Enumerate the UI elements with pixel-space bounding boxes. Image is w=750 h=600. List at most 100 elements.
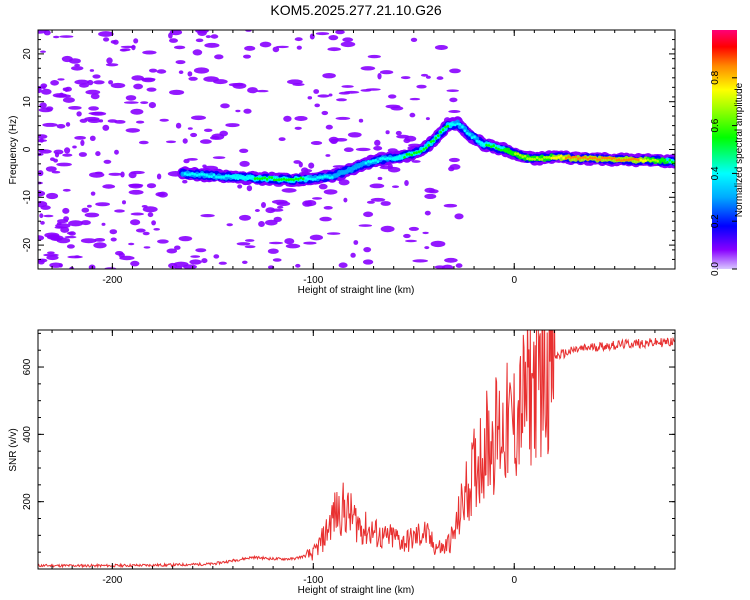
heatmap-noise-blob [441,264,454,269]
heatmap-ridge-cell [661,158,664,162]
heatmap-noise-blob [187,71,193,77]
x-tick-label: -100 [303,275,323,286]
heatmap-noise-blob [136,120,145,124]
heatmap-noise-blob [40,50,46,53]
heatmap-noise-blob [50,157,55,161]
heatmap-noise-blob [336,98,347,102]
heatmap-noise-blob [424,193,437,199]
heatmap-noise-blob [168,262,178,269]
heatmap-noise-blob [89,69,95,72]
heatmap-noise-blob [43,214,54,218]
colorbar-tick-label: 0.8 [710,70,721,84]
heatmap-ridge-cell [461,125,464,129]
heatmap-ridge-cell [644,159,647,163]
heatmap-noise-blob [243,54,251,59]
heatmap-noise-blob [201,258,208,264]
heatmap-noise-blob [66,244,75,249]
heatmap-noise-blob [204,42,220,48]
heatmap-ridge-cell [593,156,597,160]
heatmap-ridge-cell [482,143,486,147]
heatmap-ridge-cell [478,140,481,144]
heatmap-noise-blob [258,221,265,227]
heatmap-ridge-cell [538,158,541,161]
colorbar-ticks: 0.0 0.2 0.4 0.6 0.8 [710,70,737,276]
y-tick-label: 10 [22,96,33,108]
heatmap-noise-blob [186,158,198,161]
heatmap-ridge-cell [670,160,674,164]
heatmap-ridge-cell [381,157,385,160]
heatmap-ridge-cell [396,157,399,161]
heatmap-ridge-cell [576,157,580,161]
heatmap-noise-blob [237,184,243,189]
heatmap-noise-blob [377,73,382,80]
heatmap-noise-blob [448,166,455,172]
y-tick-label: -20 [22,237,33,252]
heatmap-noise-blob [190,132,198,138]
heatmap-noise-blob [76,111,82,117]
heatmap-noise-blob [62,188,71,192]
heatmap-ridge-cell [622,158,626,162]
heatmap-ridge-cell [246,177,250,181]
heatmap-noise-blob [51,170,61,174]
heatmap-ridge-cell [403,156,406,159]
heatmap-noise-blob [54,226,65,229]
heatmap-noise-blob [105,63,119,67]
heatmap-noise-blob [128,242,135,246]
heatmap-noise-blob [347,132,362,138]
heatmap-ridge-cell [374,158,377,162]
heatmap-noise-blob [189,259,202,265]
heatmap-noise-blob [102,184,116,189]
heatmap-noise-blob [400,76,411,80]
spectrogram-heatmap [38,30,675,269]
heatmap-ridge-cell [668,158,672,162]
x-tick-label: 0 [511,575,517,586]
heatmap-ridge-cell [188,173,192,176]
heatmap-ridge-cell [364,161,368,165]
heatmap-ridge-cell [207,175,211,178]
heatmap-ridge-cell [642,159,645,163]
heatmap-ridge-cell [449,122,452,126]
heatmap-noise-blob [294,37,303,42]
heatmap-ridge-cell [261,177,264,180]
heatmap-noise-blob [277,205,284,209]
heatmap-ridge-cell [521,155,524,159]
heatmap-ridge-cell [574,155,577,159]
heatmap-noise-blob [358,118,364,123]
heatmap-ridge-cell [306,177,310,181]
heatmap-noise-blob [62,207,70,214]
heatmap-ridge-cell [475,139,479,143]
heatmap-noise-blob [38,201,48,208]
heatmap-ridge-cell [654,158,657,162]
heatmap-ridge-cell [326,175,329,178]
heatmap-noise-blob [40,221,45,225]
heatmap-noise-blob [327,47,342,52]
heatmap-noise-blob [178,236,193,242]
heatmap-noise-blob [78,152,87,157]
heatmap-noise-blob [261,202,266,208]
heatmap-ridge-cell [601,156,604,160]
heatmap-noise-blob [388,94,397,99]
heatmap-noise-blob [267,248,279,254]
heatmap-ridge-cell [509,150,512,154]
heatmap-noise-blob [409,112,416,118]
heatmap-noise-blob [325,154,331,157]
heatmap-ridge-cell [415,151,418,155]
heatmap-noise-blob [87,118,101,124]
heatmap-noise-blob [214,54,224,60]
heatmap-ridge-cell [427,144,430,147]
heatmap-ridge-cell [253,177,257,181]
heatmap-noise-blob [182,179,188,184]
heatmap-noise-blob [64,147,71,154]
heatmap-noise-blob [424,210,431,216]
heatmap-ridge-cell [359,162,363,166]
heatmap-noise-blob [314,103,321,108]
x-tick-label: 0 [511,275,517,286]
heatmap-noise-blob [259,41,272,48]
heatmap-noise-blob [425,117,430,121]
heatmap-ridge-cell [393,157,397,161]
heatmap-noise-blob [273,216,282,222]
heatmap-ridge-cell [564,157,568,160]
heatmap-ridge-cell [562,156,565,160]
heatmap-noise-blob [424,187,436,193]
